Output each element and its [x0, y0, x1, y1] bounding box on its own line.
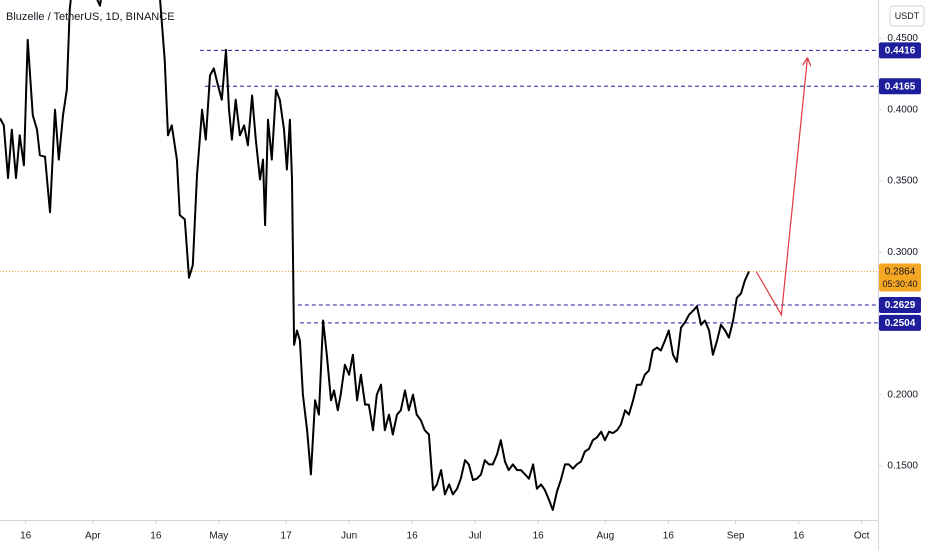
x-tick-label: Oct [854, 531, 870, 542]
x-tick-label: Aug [596, 531, 614, 542]
level-label: 0.4416 [885, 46, 916, 57]
x-tick-label: 16 [793, 531, 805, 542]
y-tick-label: 0.2000 [887, 389, 918, 400]
x-tick-label: 16 [20, 531, 32, 542]
y-tick-label: 0.4000 [887, 104, 918, 115]
plot-area [0, 0, 878, 511]
currency-button[interactable] [889, 5, 925, 27]
x-tick-label: 17 [281, 531, 293, 542]
x-tick-label: 16 [663, 531, 675, 542]
x-tick-label: Sep [727, 531, 745, 542]
x-tick-label: May [209, 531, 228, 542]
currency-button-label[interactable]: USDT [895, 11, 920, 21]
level-label: 0.2629 [885, 300, 916, 311]
x-tick-label: Jul [469, 531, 482, 542]
level-label: 0.4165 [885, 81, 916, 92]
level-label: 0.2504 [885, 318, 916, 329]
x-tick-label: Jun [341, 531, 357, 542]
y-tick-label: 0.1500 [887, 461, 918, 472]
x-tick-label: 16 [150, 531, 162, 542]
price-line [0, 0, 750, 511]
x-tick-label: Apr [85, 531, 101, 542]
y-tick-label: 0.4500 [887, 33, 918, 44]
countdown-label: 05:30:40 [882, 279, 917, 289]
level-label-box [879, 314, 921, 331]
chart-title: Bluzelle / TetherUS, 1D, BINANCE [6, 11, 175, 23]
y-tick-label: 0.3500 [887, 176, 918, 187]
projection-arrow [755, 58, 807, 317]
last-price-label: 0.2864 [885, 267, 916, 278]
y-tick-label: 0.3000 [887, 247, 918, 258]
x-tick-label: 16 [407, 531, 419, 542]
level-label-box [879, 297, 921, 314]
level-label-box [879, 42, 921, 59]
level-label-box [879, 78, 921, 95]
last-price-box [879, 263, 921, 292]
x-tick-label: 16 [533, 531, 545, 542]
